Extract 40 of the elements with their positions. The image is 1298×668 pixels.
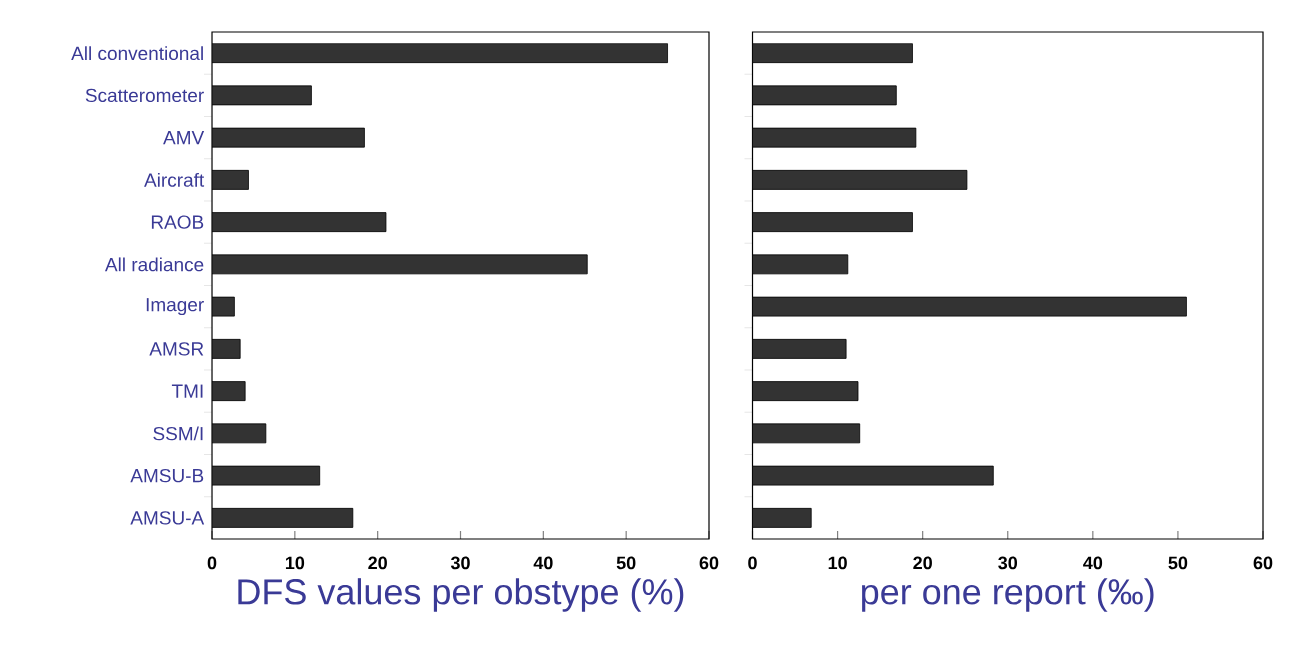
y-tick-label: AMV bbox=[163, 131, 205, 145]
x-axis-title: DFS values per obstype (%) bbox=[238, 578, 684, 612]
y-tick-label: Scatterometer bbox=[85, 88, 204, 103]
y-tick-label: All conventional bbox=[71, 46, 203, 61]
x-tick-label: 40 bbox=[1083, 556, 1103, 570]
x-tick-label: 60 bbox=[699, 556, 719, 570]
y-tick-label: All radiance bbox=[104, 257, 204, 272]
bar bbox=[752, 338, 847, 359]
bar bbox=[752, 465, 994, 486]
x-tick-label: 40 bbox=[533, 556, 553, 570]
x-tick-label: 20 bbox=[913, 556, 932, 570]
bar bbox=[752, 85, 897, 106]
x-tick-label: 0 bbox=[748, 556, 757, 570]
bar bbox=[752, 507, 812, 528]
y-tick-label: AMSU-B bbox=[130, 468, 204, 483]
y-tick-label: AMSR bbox=[149, 342, 204, 356]
y-tick-label: Imager bbox=[146, 298, 204, 316]
x-tick-label: 30 bbox=[998, 556, 1018, 570]
x-tick-label: 60 bbox=[1253, 556, 1273, 570]
x-tick-label: 50 bbox=[1168, 556, 1188, 570]
bar bbox=[752, 212, 913, 233]
y-tick-label: TMI bbox=[171, 384, 203, 398]
y-tick-label: Aircraft bbox=[144, 172, 205, 187]
y-tick-label: AMSU-A bbox=[130, 511, 205, 525]
bar bbox=[752, 254, 849, 275]
x-tick-label: 30 bbox=[450, 556, 470, 570]
x-axis-title: per one report (‰) bbox=[862, 578, 1154, 612]
x-tick-label: 20 bbox=[368, 556, 387, 570]
x-tick-label: 10 bbox=[828, 556, 847, 570]
x-tick-label: 0 bbox=[207, 556, 217, 570]
bar bbox=[752, 127, 917, 148]
bar bbox=[752, 423, 861, 444]
bar bbox=[752, 296, 1187, 317]
bar bbox=[752, 381, 859, 402]
y-tick-label: RAOB bbox=[151, 215, 204, 229]
bar bbox=[752, 169, 968, 190]
bar bbox=[752, 43, 913, 64]
y-tick-label: SSM/I bbox=[153, 426, 203, 441]
x-tick-label: 10 bbox=[285, 556, 305, 570]
x-tick-label: 50 bbox=[616, 556, 636, 570]
